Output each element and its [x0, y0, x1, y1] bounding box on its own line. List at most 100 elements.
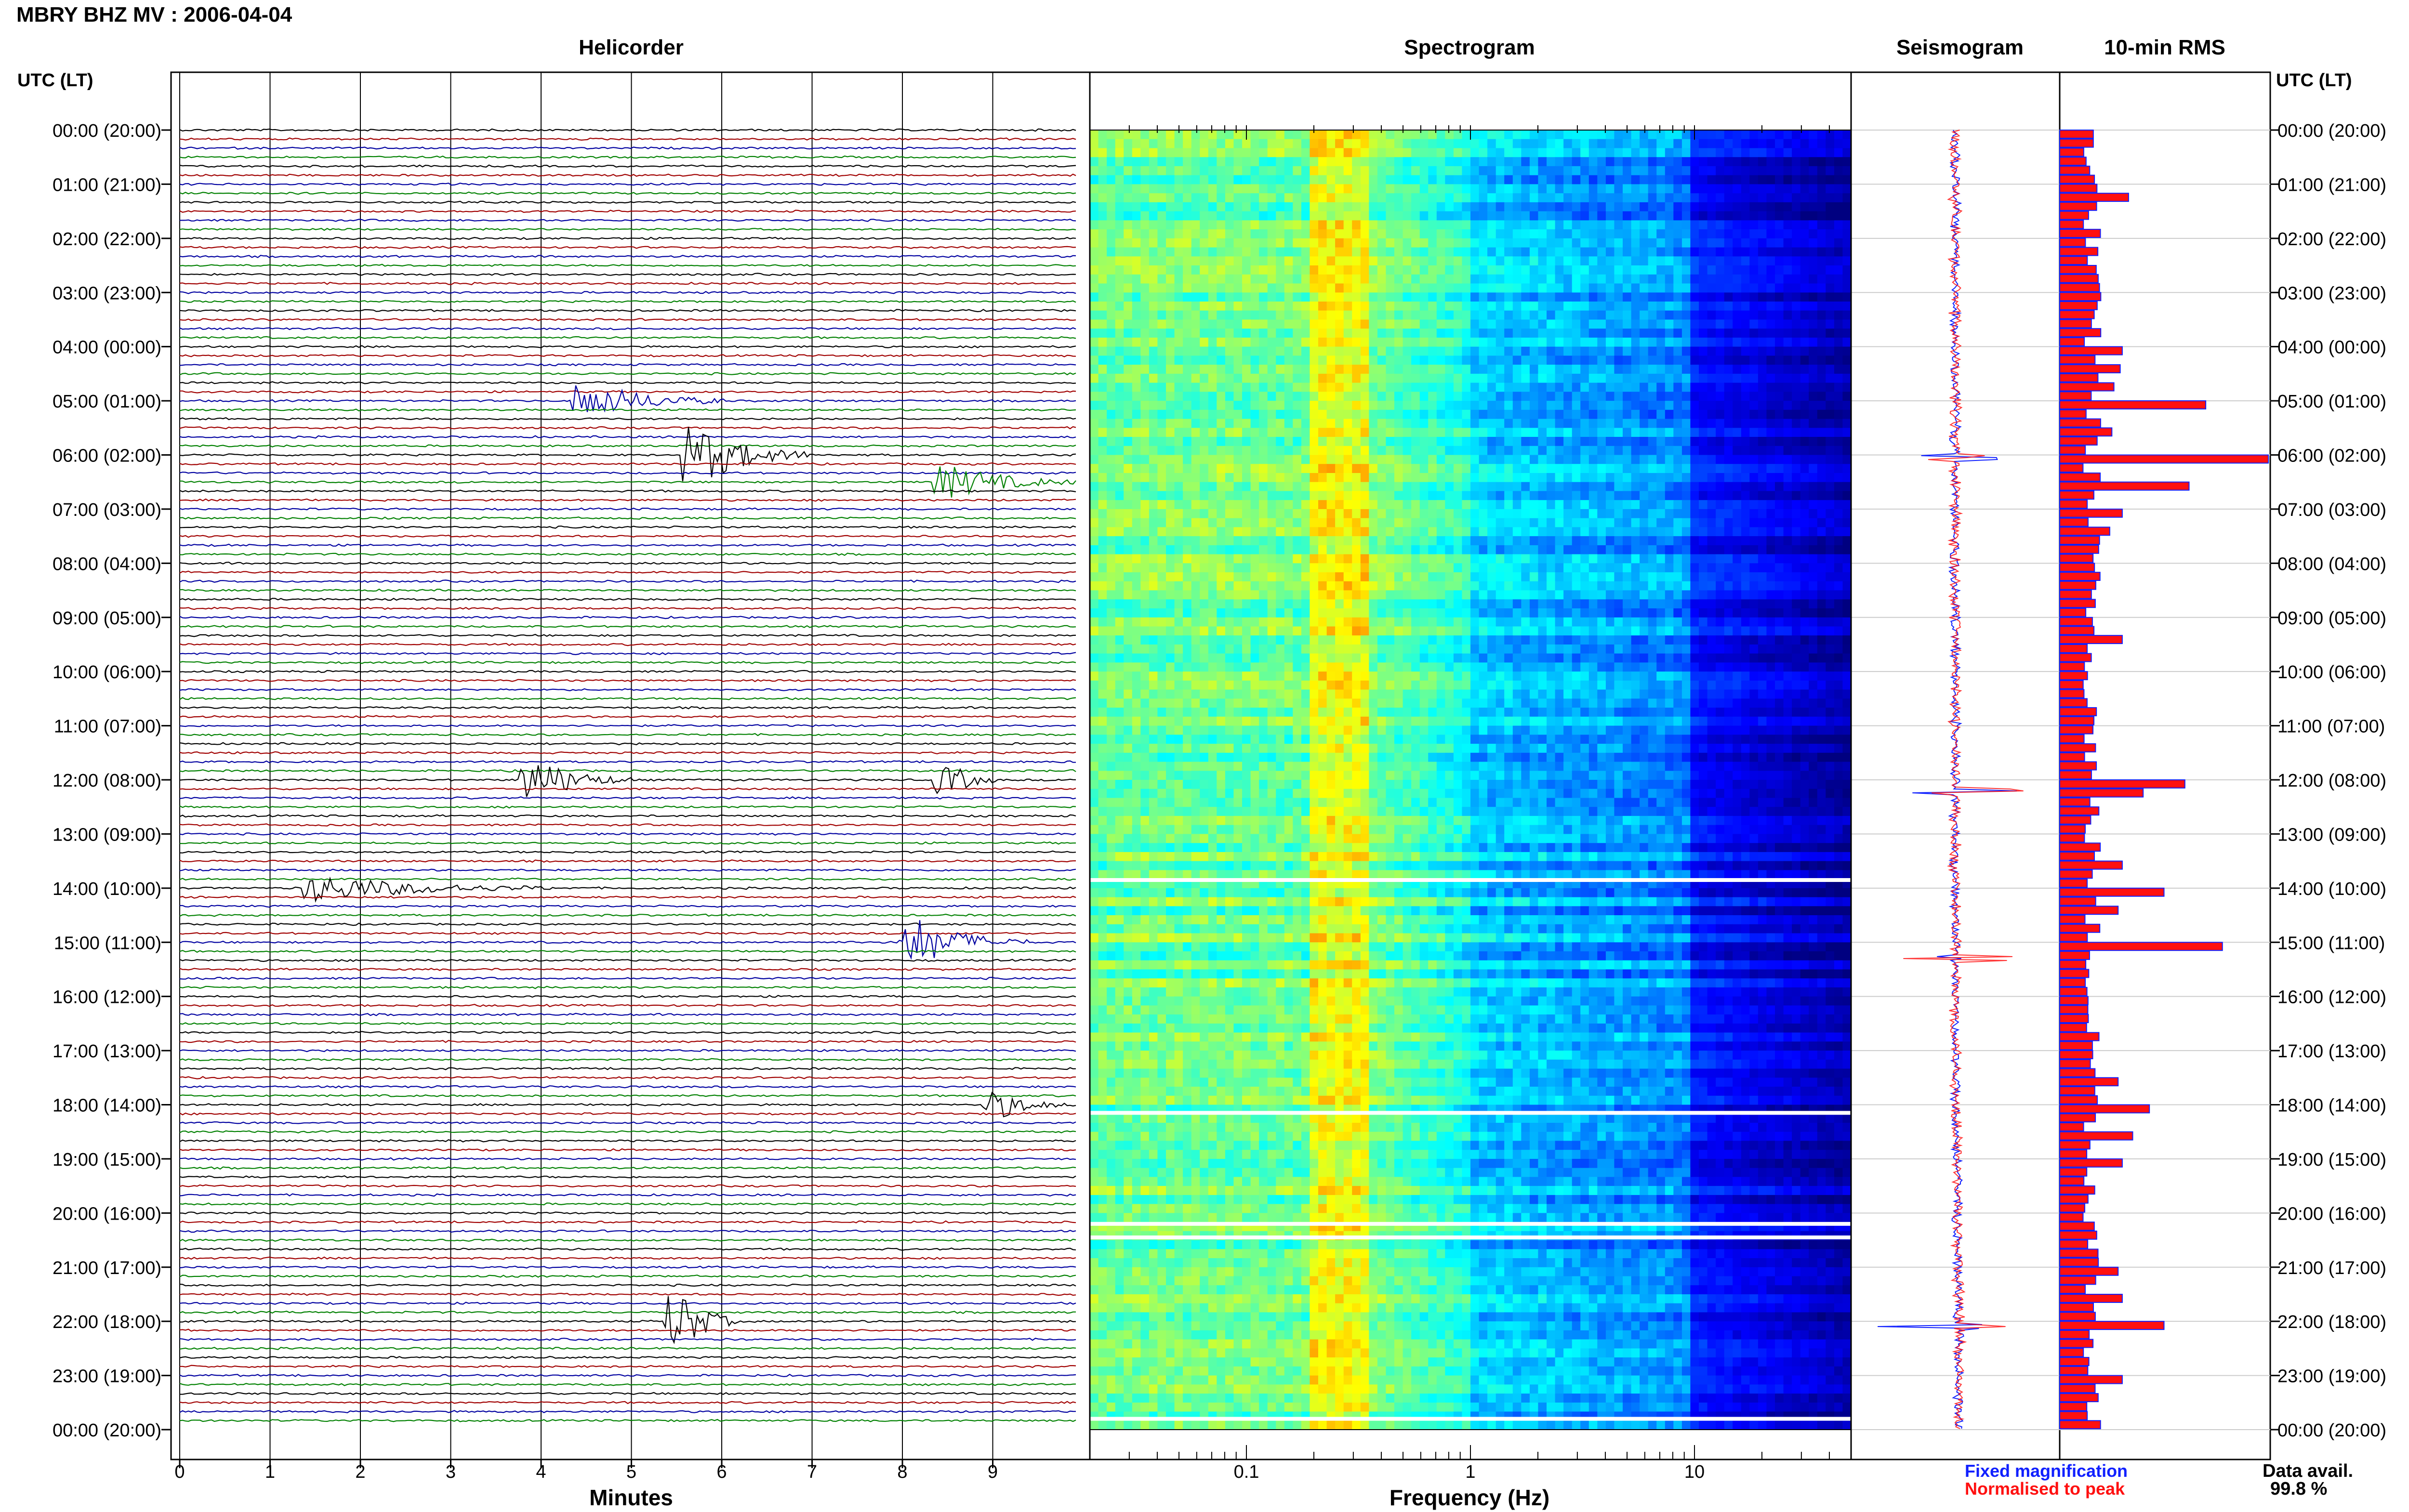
spectrogram-cell — [1665, 536, 1674, 546]
spectrogram-cell — [1233, 329, 1243, 338]
spectrogram-cell — [1174, 247, 1183, 257]
helicorder-trace — [179, 327, 1076, 330]
spectrogram-cell — [1403, 554, 1412, 564]
spectrogram-cell — [1377, 554, 1387, 564]
spectrogram-cell — [1665, 500, 1674, 510]
spectrogram-cell — [1453, 238, 1463, 248]
spectrogram-cell — [1479, 220, 1488, 230]
spectrogram-cell — [1681, 229, 1691, 239]
spectrogram-cell — [1318, 428, 1327, 437]
spectrogram-cell — [1707, 437, 1716, 447]
spectrogram-cell — [1792, 545, 1801, 555]
spectrogram-cell — [1504, 590, 1513, 600]
helicorder-trace — [179, 751, 1076, 755]
spectrogram-cell — [1200, 554, 1209, 564]
spectrogram-cell — [1377, 139, 1387, 148]
spectrogram-cell — [1538, 365, 1547, 374]
spectrogram-cell — [1242, 545, 1251, 555]
spectrogram-cell — [1090, 337, 1099, 347]
spectrogram-cell — [1318, 157, 1327, 167]
spectrogram-cell — [1428, 437, 1437, 447]
spectrogram-cell — [1428, 382, 1437, 392]
spectrogram-cell — [1521, 509, 1530, 519]
spectrogram-cell — [1352, 491, 1361, 500]
spectrogram-cell — [1462, 130, 1471, 140]
spectrogram-cell — [1343, 283, 1352, 293]
spectrogram-cell — [1614, 527, 1623, 537]
spectrogram-cell — [1614, 193, 1623, 203]
spectrogram-cell — [1411, 220, 1420, 230]
spectrogram-cell — [1512, 229, 1522, 239]
spectrogram-cell — [1775, 373, 1784, 383]
spectrogram-cell — [1200, 292, 1209, 302]
spectrogram-cell — [1360, 139, 1369, 148]
spectrogram-cell — [1817, 184, 1826, 194]
spectrogram-cell — [1529, 518, 1539, 527]
spectrogram-cell — [1352, 581, 1361, 591]
spectrogram-cell — [1673, 373, 1682, 383]
spectrogram-cell — [1233, 211, 1243, 221]
spectrogram-cell — [1800, 274, 1809, 284]
spectrogram-cell — [1605, 464, 1615, 473]
spectrogram-cell — [1817, 527, 1826, 537]
spectrogram-cell — [1605, 238, 1615, 248]
spectrogram-cell — [1310, 337, 1319, 347]
spectrogram-cell — [1504, 130, 1513, 140]
spectrogram-cell — [1758, 283, 1767, 293]
spectrogram-cell — [1242, 229, 1251, 239]
spectrogram-cell — [1842, 392, 1852, 401]
spectrogram-cell — [1394, 536, 1403, 546]
spectrogram-cell — [1563, 220, 1573, 230]
spectrogram-cell — [1301, 365, 1310, 374]
spectrogram-cell — [1470, 464, 1480, 473]
spectrogram-cell — [1766, 265, 1775, 275]
spectrogram-cell — [1090, 329, 1099, 338]
spectrogram-cell — [1681, 238, 1691, 248]
spectrogram-cell — [1419, 229, 1429, 239]
spectrogram-cell — [1098, 355, 1107, 365]
spectrogram-cell — [1555, 175, 1564, 184]
spectrogram-cell — [1318, 310, 1327, 320]
spectrogram-cell — [1512, 491, 1522, 500]
spectrogram-cell — [1326, 563, 1336, 573]
spectrogram-cell — [1428, 518, 1437, 527]
spectrogram-cell — [1419, 283, 1429, 293]
spectrogram-cell — [1352, 310, 1361, 320]
spectrogram-cell — [1453, 392, 1463, 401]
spectrogram-cell — [1318, 319, 1327, 329]
spectrogram-cell — [1140, 455, 1150, 464]
spectrogram-cell — [1428, 572, 1437, 582]
spectrogram-cell — [1800, 193, 1809, 203]
spectrogram-cell — [1749, 563, 1759, 573]
spectrogram-cell — [1208, 346, 1217, 356]
time-label-right: 06:00 (02:00) — [2277, 446, 2386, 466]
spectrogram-cell — [1428, 265, 1437, 275]
spectrogram-cell — [1673, 500, 1682, 510]
spectrogram-cell — [1563, 184, 1573, 194]
spectrogram-cell — [1783, 220, 1792, 230]
spectrogram-cell — [1250, 563, 1259, 573]
spectrogram-cell — [1699, 392, 1708, 401]
helicorder-trace — [179, 995, 1076, 999]
spectrogram-cell — [1191, 346, 1200, 356]
spectrogram-cell — [1445, 382, 1454, 392]
spectrogram-cell — [1648, 392, 1657, 401]
spectrogram-cell — [1098, 184, 1107, 194]
spectrogram-cell — [1826, 401, 1835, 410]
spectrogram-cell — [1656, 139, 1666, 148]
spectrogram-cell — [1157, 256, 1166, 266]
spectrogram-cell — [1453, 220, 1463, 230]
spectrogram-cell — [1665, 446, 1674, 456]
spectrogram-cell — [1293, 202, 1302, 212]
spectrogram-cell — [1369, 509, 1378, 519]
spectrogram-cell — [1724, 365, 1733, 374]
spectrogram-cell — [1233, 139, 1243, 148]
spectrogram-cell — [1301, 482, 1310, 491]
spectrogram-cell — [1233, 265, 1243, 275]
spectrogram-cell — [1775, 238, 1784, 248]
spectrogram-cell — [1411, 527, 1420, 537]
spectrogram-cell — [1547, 392, 1556, 401]
spectrogram-cell — [1132, 238, 1141, 248]
spectrogram-cell — [1749, 302, 1759, 311]
spectrogram-cell — [1419, 509, 1429, 519]
